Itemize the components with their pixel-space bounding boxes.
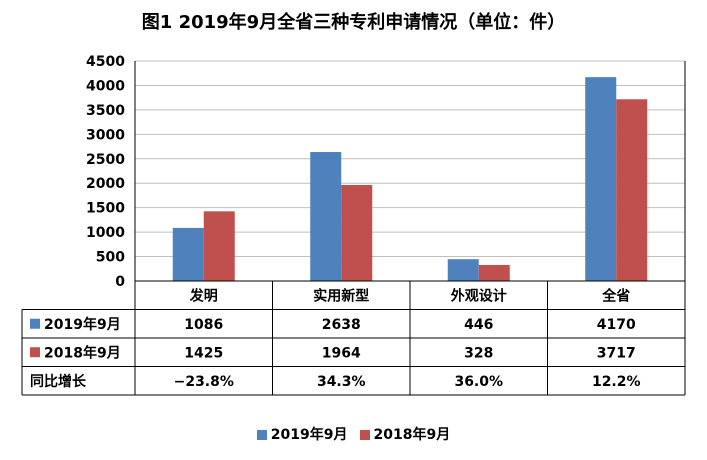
y-tick-label: 2500	[86, 152, 125, 168]
row-legend-key	[30, 318, 40, 329]
bar	[616, 99, 648, 281]
y-tick-label: 1500	[86, 201, 125, 217]
row-label: 同比增长	[30, 373, 87, 390]
y-tick-label: 3000	[86, 127, 125, 143]
table-cell: 34.3%	[317, 374, 366, 390]
y-tick-label: 1000	[86, 225, 125, 241]
y-tick-label: 4500	[86, 54, 125, 70]
bar	[585, 77, 617, 281]
row-label: 2019年9月	[44, 316, 121, 333]
table-cell: 1086	[184, 317, 223, 333]
legend-label: 2018年9月	[373, 427, 451, 443]
row-label: 2018年9月	[44, 344, 121, 361]
bar	[447, 259, 479, 281]
legend: 2019年9月 2018年9月	[0, 424, 707, 444]
chart-title: 图1 2019年9月全省三种专利申请情况（单位：件）	[141, 12, 566, 33]
table-cell: 2638	[322, 317, 361, 333]
table-cell: 4170	[597, 317, 636, 333]
legend-swatch	[256, 430, 267, 440]
bar	[341, 184, 373, 281]
bar	[310, 152, 342, 281]
category-label: 外观设计	[451, 287, 507, 304]
bar	[203, 211, 235, 281]
y-tick-label: 4000	[86, 78, 125, 94]
category-label: 实用新型	[313, 287, 369, 304]
bar	[478, 264, 510, 281]
y-tick-label: 3500	[86, 103, 125, 119]
y-tick-label: 500	[96, 250, 125, 266]
legend-item: 2018年9月	[359, 424, 451, 444]
legend-item: 2019年9月	[256, 424, 348, 444]
table-cell: 3717	[597, 345, 636, 361]
table-cell: 1964	[322, 345, 361, 361]
table-cell: 36.0%	[454, 374, 503, 390]
category-label: 全省	[601, 287, 630, 304]
y-tick-label: 0	[115, 274, 125, 290]
row-legend-key	[30, 347, 40, 358]
legend-label: 2019年9月	[270, 427, 348, 443]
legend-swatch	[359, 430, 370, 440]
table-cell: 1425	[184, 345, 223, 361]
table-cell: 328	[464, 345, 493, 361]
table-cell: 446	[464, 317, 493, 333]
category-label: 发明	[189, 287, 218, 304]
bar	[172, 227, 204, 281]
y-tick-label: 2000	[86, 176, 125, 192]
table-cell: −23.8%	[174, 374, 234, 390]
table-cell: 12.2%	[592, 374, 641, 390]
